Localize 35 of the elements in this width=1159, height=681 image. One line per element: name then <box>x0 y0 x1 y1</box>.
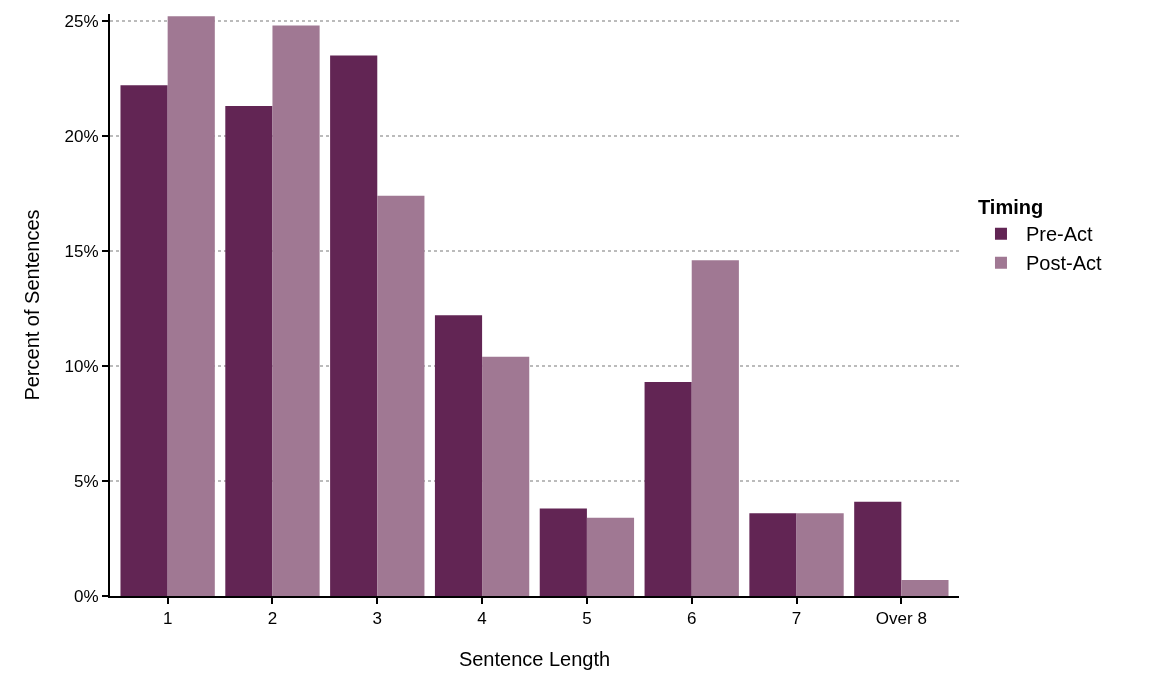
y-tick-label: 0% <box>74 586 99 606</box>
bar <box>796 513 844 596</box>
bar <box>120 85 168 596</box>
y-tick-label: 10% <box>64 356 99 376</box>
bar <box>586 517 635 596</box>
y-tick-label: 5% <box>74 471 99 491</box>
y-tick-label: 20% <box>64 126 99 146</box>
bar <box>377 195 425 596</box>
x-tick-label: 3 <box>372 609 383 629</box>
bar <box>691 260 739 596</box>
bar <box>272 25 320 596</box>
y-tick-label: 25% <box>64 11 99 31</box>
x-tick-label: 7 <box>791 609 802 629</box>
x-axis-title: Sentence Length <box>458 648 611 671</box>
bar <box>330 55 378 596</box>
bar <box>854 501 902 596</box>
bar <box>749 513 797 596</box>
bar <box>482 356 530 596</box>
x-tick-label: 6 <box>686 609 697 629</box>
x-tick-label: 1 <box>162 609 173 629</box>
bar <box>167 16 215 596</box>
x-tick-label: 4 <box>477 609 487 629</box>
y-axis-title: Percent of Sentences <box>20 209 43 401</box>
bar <box>225 106 273 596</box>
bar <box>539 508 587 596</box>
legend-label: Pre-Act <box>1025 223 1094 246</box>
y-tick-label: 15% <box>64 241 99 261</box>
bar <box>644 382 692 596</box>
x-tick-label: 5 <box>582 609 592 629</box>
x-tick-label: Over 8 <box>875 609 927 629</box>
bar <box>901 579 949 596</box>
legend-title: Timing <box>977 196 1044 219</box>
bar <box>434 315 483 596</box>
legend-label: Post-Act <box>1025 252 1102 275</box>
x-tick-label: 2 <box>267 609 278 629</box>
